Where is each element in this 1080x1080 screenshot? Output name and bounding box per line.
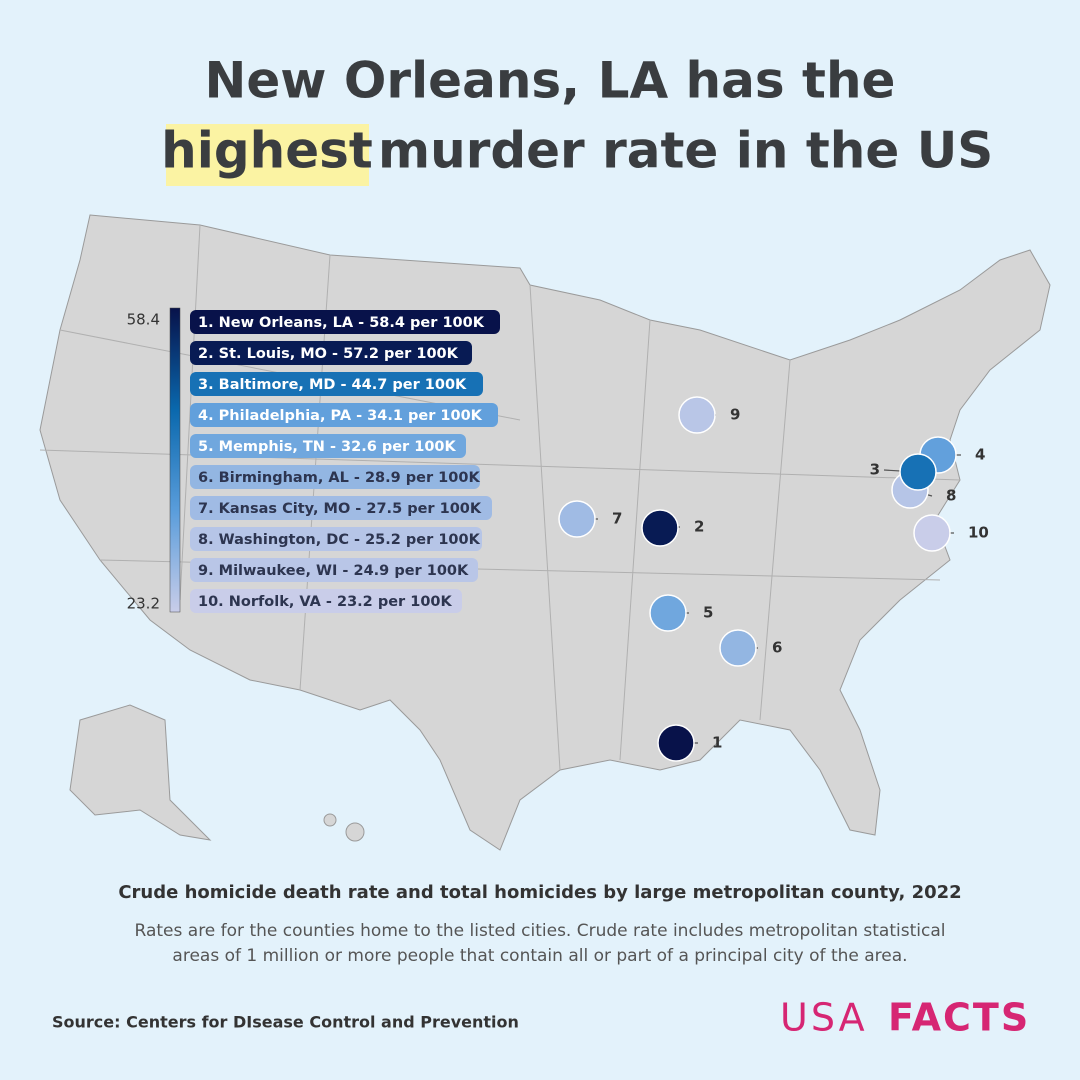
legend-box xyxy=(190,403,498,427)
legend: 58.4 23.2 1. New Orleans, LA - 58.4 per 10… xyxy=(127,307,500,613)
rank-label: 2 xyxy=(694,518,704,536)
city-marker xyxy=(913,514,951,552)
legend-box xyxy=(190,434,466,458)
legend-label: 8. Washington, DC - 25.2 per 100K xyxy=(198,532,481,548)
city-marker xyxy=(641,509,679,547)
legend-label: 9. Milwaukee, WI - 24.9 per 100K xyxy=(198,563,469,579)
color-bar xyxy=(169,307,181,613)
city-marker xyxy=(558,500,596,538)
scale-label: 23.2 xyxy=(127,595,160,613)
legend-box xyxy=(190,527,482,551)
rank-label: 3 xyxy=(870,461,880,479)
logo: USA xyxy=(780,996,868,1040)
hawaii xyxy=(323,813,337,827)
alaska xyxy=(69,704,212,841)
legend-box xyxy=(190,589,462,613)
city-markers: 10 9 8 7 6 5 4 3 2 1 xyxy=(558,396,989,762)
legend-label: 10. Norfolk, VA - 23.2 per 100K xyxy=(198,594,452,610)
legend-box xyxy=(190,372,483,396)
city-marker xyxy=(678,396,716,434)
rank-label: 9 xyxy=(730,406,740,424)
subtitle: Crude homicide death rate and total homi… xyxy=(118,882,961,903)
legend-label: 5. Memphis, TN - 32.6 per 100K xyxy=(198,439,457,455)
city-marker xyxy=(899,453,937,491)
city-marker xyxy=(657,724,695,762)
legend-box xyxy=(190,465,480,489)
legend-box xyxy=(190,496,492,520)
scale-label: 58.4 xyxy=(127,311,160,329)
rank-label: 5 xyxy=(703,604,713,622)
legend-box xyxy=(190,310,500,334)
rank-label: 6 xyxy=(772,639,782,657)
rank-label: 8 xyxy=(946,487,956,505)
legend-label: 3. Baltimore, MD - 44.7 per 100K xyxy=(198,377,467,393)
legend-label: 4. Philadelphia, PA - 34.1 per 100K xyxy=(198,408,483,424)
legend-label: 1. New Orleans, LA - 58.4 per 100K xyxy=(198,315,485,331)
note: Rates are for the counties home to the l… xyxy=(135,921,946,941)
logo: FACTS xyxy=(888,996,1030,1040)
highlight-box xyxy=(166,124,369,186)
legend-label: 2. St. Louis, MO - 57.2 per 100K xyxy=(198,346,459,362)
title-line: New Orleans, LA has the xyxy=(205,52,896,110)
city-marker xyxy=(649,594,687,632)
legend-label: 7. Kansas City, MO - 27.5 per 100K xyxy=(198,501,482,517)
rank-label: 1 xyxy=(712,734,722,752)
city-marker xyxy=(719,629,757,667)
rank-label: 10 xyxy=(968,524,989,542)
legend-label: 6. Birmingham, AL - 28.9 per 100K xyxy=(198,470,480,486)
rank-label: 7 xyxy=(612,510,622,528)
title-line: murder rate in the US xyxy=(378,122,993,180)
legend-box xyxy=(190,341,472,365)
legend-box xyxy=(190,558,478,582)
note: areas of 1 million or more people that c… xyxy=(172,946,907,966)
rank-label: 4 xyxy=(975,446,985,464)
hawaii xyxy=(345,822,365,842)
source: Source: Centers for DIsease Control and … xyxy=(52,1013,519,1032)
title-highlight: highest xyxy=(161,122,373,180)
